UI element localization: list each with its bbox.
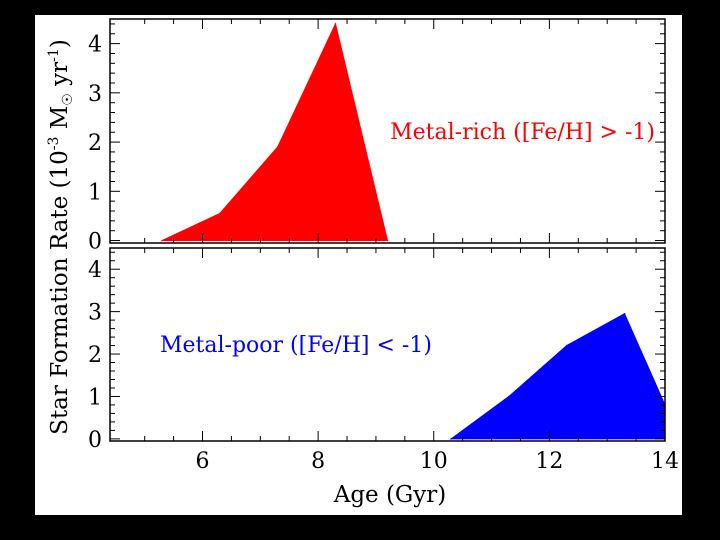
x-tick-label: 10 [420, 449, 448, 474]
series-annotation: Metal-rich ([Fe/H] > -1) [390, 120, 655, 145]
y-tick-label: 4 [88, 33, 102, 58]
panel-metal-poor: 0 1 2 3 4 Metal-poor ([Fe/H] < -1) [88, 247, 666, 453]
x-axis-title: Age (Gyr) [333, 482, 447, 508]
y-tick-label: 2 [88, 343, 102, 368]
y-tick-label: 3 [88, 301, 102, 326]
y-tick-label: 2 [88, 131, 102, 156]
data-point [623, 312, 626, 315]
y-tick-label: 4 [88, 258, 102, 283]
x-tick-label: 12 [535, 449, 563, 474]
y-axis-title-text: Star Formation Rate (10-3 M☉ yr-1) [46, 39, 76, 435]
panel-metal-rich: 0 1 2 3 4 Metal-rich ([Fe/H] > -1) [88, 18, 666, 255]
y-axis-title: Star Formation Rate (10-3 M☉ yr-1) [46, 39, 76, 435]
x-tick-labels: 6 8 10 12 14 [196, 449, 680, 474]
x-tick-label: 14 [651, 449, 679, 474]
plot-frame [109, 247, 666, 442]
data-point [161, 239, 163, 242]
y-tick-label: 1 [88, 180, 102, 205]
x-tick-label: 8 [311, 449, 325, 474]
figure-area: 0 1 2 3 4 Metal-rich ([Fe/H] > -1) 0 1 2 3 4 Metal-… [35, 15, 682, 515]
y-tick-label: 0 [88, 428, 102, 453]
plot-frame [109, 18, 666, 244]
data-point [386, 239, 389, 242]
data-point [565, 344, 568, 347]
data-point [276, 146, 279, 148]
y-tick-label: 0 [88, 230, 102, 255]
data-point [508, 395, 510, 398]
data-point [450, 438, 452, 440]
data-point [219, 212, 221, 215]
data-point [334, 23, 337, 25]
y-tick-label: 3 [88, 82, 102, 107]
area-series [449, 313, 666, 440]
series-annotation: Metal-poor ([Fe/H] < -1) [160, 333, 432, 358]
y-tick-label: 1 [88, 385, 102, 410]
area-series [161, 22, 389, 242]
x-tick-label: 6 [196, 449, 210, 474]
